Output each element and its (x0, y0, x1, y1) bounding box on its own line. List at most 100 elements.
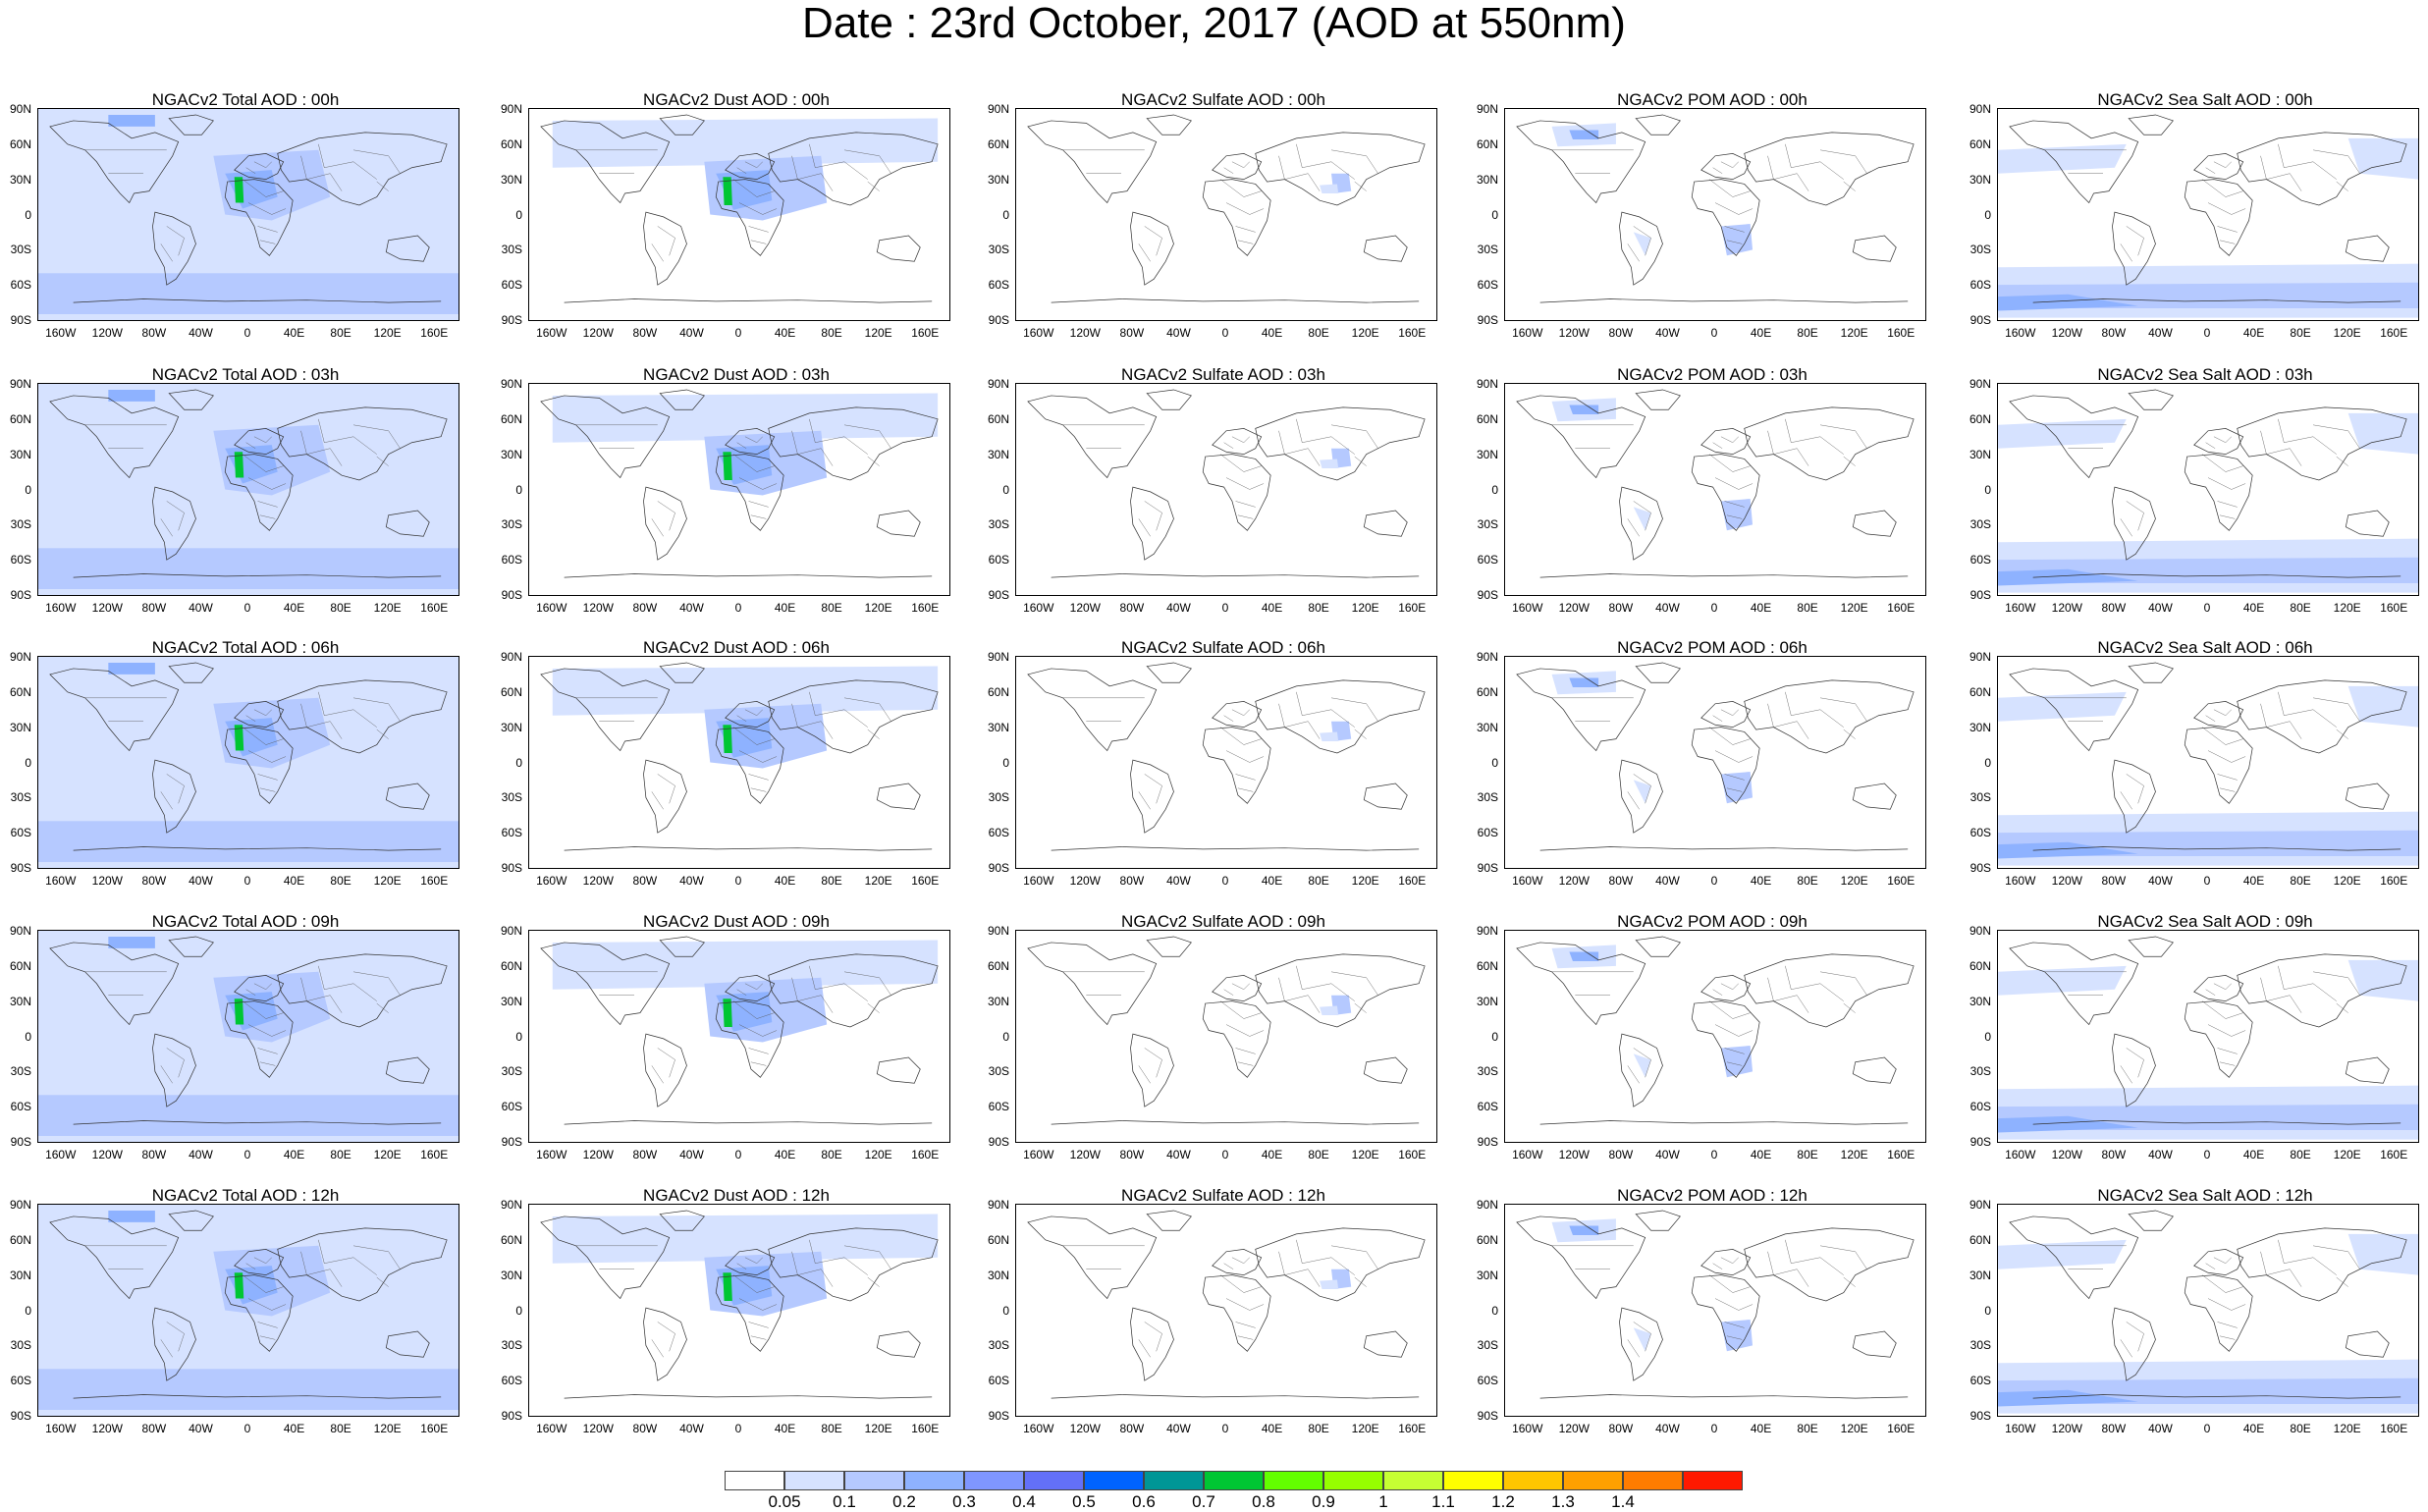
lat-tick-label: 90S (1477, 588, 1498, 602)
lon-tick-label: 120E (1840, 1422, 1868, 1435)
map-panel: NGACv2 Dust AOD : 09h 90N 60N 30N 0 30S 60S 90S… (491, 912, 982, 1177)
lat-tick-label: 0 (1491, 755, 1498, 770)
aod-field (723, 999, 732, 1027)
lon-tick-label: 40E (2242, 1148, 2265, 1161)
colorbar-swatch (784, 1471, 844, 1490)
lat-tick-label: 30N (987, 1268, 1009, 1282)
lon-tick-label: 80W (1119, 1422, 1145, 1435)
lon-tick-label: 80W (141, 1148, 167, 1161)
lat-tick-label: 60S (10, 278, 31, 293)
panel-title: NGACv2 Sea Salt AOD : 00h (2097, 90, 2313, 109)
lat-tick-label: 60N (500, 136, 522, 151)
lon-tick-label: 120W (1558, 1422, 1590, 1435)
lon-tick-label: 160E (2380, 326, 2408, 340)
lon-tick-label: 120E (373, 1148, 402, 1161)
lon-tick-label: 40E (1750, 1148, 1772, 1161)
lat-tick-label: 30N (1969, 172, 1991, 187)
figure-title: Date : 23rd October, 2017 (AOD at 550nm) (802, 0, 1626, 47)
colorbar-label: 1.4 (1611, 1492, 1635, 1511)
lon-tick-label: 160E (911, 1422, 940, 1435)
lat-tick-label: 30N (1969, 1268, 1991, 1282)
lon-tick-label: 120W (582, 874, 614, 888)
dust-aod-map (528, 383, 950, 596)
lon-tick-label: 160W (1512, 601, 1543, 615)
lat-tick-label: 0 (515, 482, 522, 497)
lat-tick-label: 0 (25, 1303, 31, 1318)
aod-field (38, 548, 459, 590)
colorbar-label: 0.05 (768, 1492, 801, 1511)
lon-tick-label: 160E (1398, 1148, 1427, 1161)
lon-tick-label: 80W (1608, 1422, 1634, 1435)
lon-tick-label: 160W (2005, 1148, 2036, 1161)
lat-tick-label: 60N (1969, 684, 1991, 699)
aod-field (1320, 1005, 1339, 1015)
lon-tick-label: 120W (91, 601, 123, 615)
aod-field (1569, 130, 1599, 140)
total-aod-map (37, 930, 459, 1143)
aod-field (1998, 143, 2127, 174)
colorbar-swatch (1323, 1471, 1383, 1490)
lon-tick-label: 160W (536, 874, 567, 888)
lon-tick-label: 80W (1608, 601, 1634, 615)
lat-tick-label: 90S (988, 1409, 1009, 1423)
lon-tick-label: 120W (1069, 326, 1101, 340)
lat-tick-label: 90S (10, 588, 31, 602)
lat-tick-label: 60N (1969, 958, 1991, 973)
lon-tick-label: 160W (1512, 326, 1543, 340)
lat-tick-label: 90N (1476, 1198, 1498, 1212)
aod-field (1998, 1115, 2138, 1133)
panel-title: NGACv2 Sulfate AOD : 12h (1121, 1186, 1325, 1205)
lat-tick-label: 90S (10, 861, 31, 875)
lat-tick-label: 90N (500, 650, 522, 664)
lon-tick-label: 0 (734, 1148, 742, 1161)
colorbar-label: 0.5 (1072, 1492, 1096, 1511)
lat-tick-label: 60N (987, 958, 1009, 973)
lon-tick-label: 120E (864, 1148, 892, 1161)
lon-tick-label: 0 (1221, 874, 1229, 888)
panel-title: NGACv2 Dust AOD : 00h (643, 90, 830, 109)
lon-tick-label: 80E (1308, 601, 1329, 615)
aod-field (234, 177, 244, 203)
lon-tick-label: 80W (141, 1422, 167, 1435)
lat-tick-label: 90N (1969, 650, 1991, 664)
aod-field (1320, 731, 1339, 741)
lat-tick-label: 60N (500, 1232, 522, 1247)
lon-tick-label: 80E (821, 601, 842, 615)
sea-salt-aod-map (1997, 108, 2419, 321)
pom-aod-map (1504, 108, 1926, 321)
lat-tick-label: 0 (25, 482, 31, 497)
lon-tick-label: 120E (1351, 601, 1379, 615)
lat-tick-label: 60S (988, 826, 1009, 840)
lon-tick-label: 120W (91, 1422, 123, 1435)
total-aod-map (37, 383, 459, 596)
lon-tick-label: 160W (1023, 326, 1054, 340)
lon-tick-label: 120W (91, 1148, 123, 1161)
lat-tick-label: 60S (1477, 553, 1498, 567)
aod-field (234, 999, 244, 1025)
lat-tick-label: 60N (987, 136, 1009, 151)
aod-field (108, 936, 155, 948)
lon-tick-label: 160E (911, 326, 940, 340)
lon-tick-label: 120W (91, 874, 123, 888)
lon-tick-label: 160W (2005, 1422, 2036, 1435)
lon-tick-label: 120W (2051, 1148, 2082, 1161)
lon-tick-label: 40W (1655, 1422, 1680, 1435)
sea-salt-aod-map (1997, 930, 2419, 1143)
lat-tick-label: 0 (25, 207, 31, 222)
aod-field (2347, 959, 2418, 1001)
aod-field (552, 940, 939, 990)
colorbar-label: 0.1 (833, 1492, 856, 1511)
lat-tick-label: 60S (501, 278, 522, 293)
lat-tick-label: 60S (1969, 826, 1991, 840)
lat-tick-label: 90N (9, 924, 31, 938)
lat-tick-label: 90N (1476, 924, 1498, 938)
lat-tick-label: 60N (1969, 411, 1991, 426)
colorbar-label: 1 (1378, 1492, 1388, 1511)
sulfate-aod-map (1015, 1204, 1437, 1417)
aod-field (1720, 1320, 1754, 1352)
lon-tick-label: 120W (2051, 601, 2082, 615)
lat-tick-label: 30S (10, 243, 31, 257)
lon-tick-label: 160E (1887, 601, 1915, 615)
aod-field (723, 725, 732, 753)
dust-aod-map (528, 1204, 950, 1417)
